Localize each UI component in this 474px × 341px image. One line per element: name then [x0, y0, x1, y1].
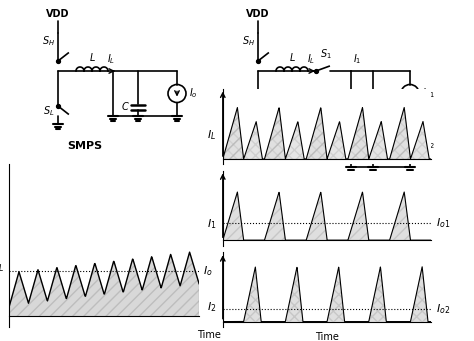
- Text: L: L: [289, 53, 295, 63]
- Text: $C_2$: $C_2$: [351, 151, 363, 165]
- Text: SIMO: SIMO: [324, 141, 356, 151]
- Text: $I_{o1}$: $I_{o1}$: [422, 87, 435, 100]
- Text: $I_1$: $I_1$: [353, 52, 362, 66]
- Text: $S_{H}$: $S_{H}$: [242, 34, 255, 48]
- Text: $S_2$: $S_2$: [337, 101, 349, 115]
- Text: VDD: VDD: [46, 9, 70, 19]
- Text: $S_{L}$: $S_{L}$: [244, 104, 255, 118]
- Text: $I_o$: $I_o$: [203, 264, 212, 278]
- Text: $S_{H}$: $S_{H}$: [42, 34, 55, 48]
- Text: $I_L$: $I_L$: [208, 129, 217, 143]
- Text: $I_2$: $I_2$: [207, 300, 217, 314]
- Text: C: C: [121, 102, 128, 112]
- Text: SMPS: SMPS: [67, 141, 102, 151]
- Text: Time: Time: [197, 329, 220, 340]
- Text: Time: Time: [315, 332, 339, 341]
- Text: L: L: [89, 53, 95, 63]
- Text: $S_1$: $S_1$: [320, 47, 332, 61]
- Text: $S_{L}$: $S_{L}$: [44, 104, 55, 118]
- Text: $I_1$: $I_1$: [207, 217, 217, 231]
- Text: $I_L$: $I_L$: [307, 52, 315, 66]
- Text: $C_1$: $C_1$: [351, 100, 363, 114]
- Text: $I_L$: $I_L$: [0, 261, 4, 274]
- Text: $I_L$: $I_L$: [107, 52, 115, 66]
- Text: VDD: VDD: [246, 9, 270, 19]
- Text: $I_2$: $I_2$: [353, 124, 361, 138]
- Text: $I_{o2}$: $I_{o2}$: [422, 138, 435, 151]
- Text: $I_o$: $I_o$: [189, 87, 198, 100]
- Text: $I_{o2}$: $I_{o2}$: [436, 302, 450, 316]
- Text: $I_{o1}$: $I_{o1}$: [436, 216, 450, 230]
